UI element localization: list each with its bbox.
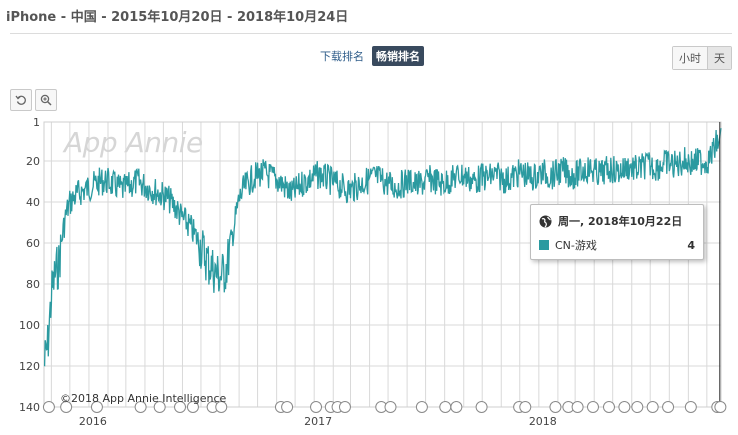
- event-marker-icon[interactable]: [153, 401, 166, 413]
- tab-grossing-rank[interactable]: 畅销排名: [372, 46, 424, 66]
- x-tick-label-0: 2016: [79, 415, 107, 428]
- event-markers: [42, 401, 727, 413]
- tab-downloads-rank[interactable]: 下载排名: [320, 50, 364, 63]
- chart-grid: [44, 121, 721, 408]
- event-marker-icon[interactable]: [602, 401, 615, 413]
- time-granularity-toggle: 小时 天: [672, 46, 732, 70]
- event-marker-icon[interactable]: [338, 401, 351, 413]
- tooltip-date: 周一, 2018年10月22日: [558, 215, 683, 228]
- y-tick-label-6: 120: [19, 360, 40, 373]
- event-marker-icon[interactable]: [450, 401, 463, 413]
- daily-button[interactable]: 天: [707, 47, 731, 69]
- plot-frame: [43, 121, 722, 408]
- page-title: iPhone - 中国 - 2015年10月20日 - 2018年10月24日: [6, 10, 349, 25]
- event-marker-icon[interactable]: [281, 401, 294, 413]
- event-marker-icon[interactable]: [571, 401, 584, 413]
- event-marker-icon[interactable]: [384, 401, 397, 413]
- reset-icon: [15, 95, 26, 105]
- reset-zoom-button[interactable]: [10, 89, 32, 111]
- event-marker-icon[interactable]: [618, 401, 631, 413]
- event-marker-icon[interactable]: [174, 401, 187, 413]
- zoom-button[interactable]: [35, 89, 57, 111]
- x-tick-label-1: 2017: [304, 415, 332, 428]
- y-tick-label-3: 60: [26, 237, 40, 250]
- hourly-button[interactable]: 小时: [673, 47, 707, 69]
- event-marker-icon[interactable]: [646, 401, 659, 413]
- x-tick-label-2: 2018: [529, 415, 557, 428]
- event-marker-icon[interactable]: [439, 401, 452, 413]
- event-marker-icon[interactable]: [215, 401, 228, 413]
- y-tick-label-7: 140: [19, 401, 40, 414]
- event-marker-icon[interactable]: [684, 401, 697, 413]
- event-marker-icon[interactable]: [415, 401, 428, 413]
- event-marker-icon[interactable]: [475, 401, 488, 413]
- series-line-cn-games[interactable]: [43, 128, 722, 367]
- tooltip-series-swatch: [539, 240, 549, 250]
- event-marker-icon[interactable]: [60, 401, 73, 413]
- event-marker-icon[interactable]: [42, 401, 55, 413]
- event-marker-icon[interactable]: [714, 401, 727, 413]
- y-tick-label-0: 1: [33, 116, 40, 129]
- globe-icon: [539, 215, 552, 227]
- zoom-icon: [40, 94, 52, 106]
- event-marker-icon[interactable]: [586, 401, 599, 413]
- y-tick-label-5: 100: [19, 319, 40, 332]
- event-marker-icon[interactable]: [662, 401, 675, 413]
- event-marker-icon[interactable]: [186, 401, 199, 413]
- y-tick-label-1: 20: [26, 155, 40, 168]
- y-tick-label-2: 40: [26, 196, 40, 209]
- event-marker-icon[interactable]: [631, 401, 644, 413]
- header-divider: [10, 33, 732, 34]
- copyright-text: ©2018 App Annie Intelligence: [60, 392, 227, 405]
- event-marker-icon[interactable]: [549, 401, 562, 413]
- chart-tooltip: 周一, 2018年10月22日 CN-游戏 4: [530, 204, 704, 260]
- watermark: App Annie: [64, 126, 203, 159]
- event-marker-icon[interactable]: [519, 401, 532, 413]
- event-marker-icon[interactable]: [310, 401, 323, 413]
- event-marker-icon[interactable]: [90, 401, 103, 413]
- rank-type-tabs: 下载排名 畅销排名: [316, 46, 424, 66]
- tooltip-series-name: CN-游戏: [555, 239, 597, 252]
- chart-toolbar: [10, 89, 57, 111]
- tooltip-value: 4: [687, 238, 695, 252]
- y-tick-label-4: 80: [26, 278, 40, 291]
- event-marker-icon[interactable]: [134, 401, 147, 413]
